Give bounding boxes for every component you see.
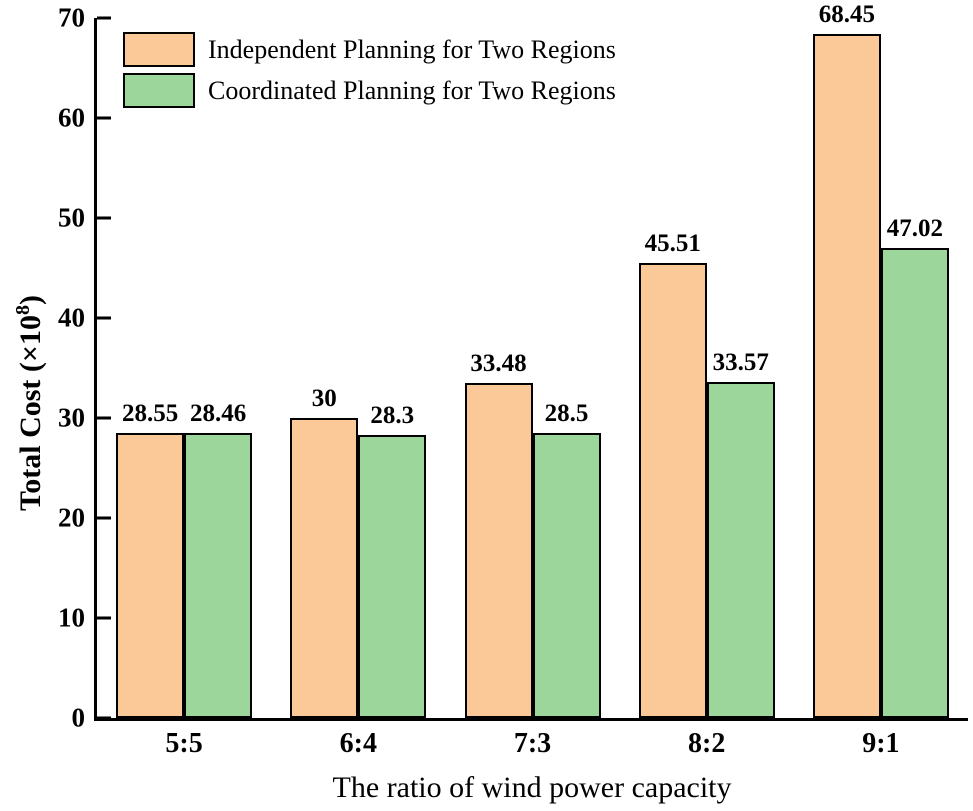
bar-value-label: 47.02 [886,214,944,242]
bar-value-label: 28.3 [370,402,415,429]
bar-independent-6-4 [290,418,359,718]
y-tick-mark [97,516,111,520]
bar-independent-8-2 [638,262,707,718]
y-tick-label: 60 [58,102,85,133]
x-category-label: 5:5 [165,728,203,759]
legend-swatch-coordinated [123,73,195,108]
y-tick-mark [97,416,111,420]
y-tick-label: 20 [58,502,85,533]
bar-value-label: 28.55 [121,399,179,427]
bar-value-label: 45.51 [644,229,701,257]
x-axis-title: The ratio of wind power capacity [332,771,732,804]
x-category-label: 6:4 [339,728,377,759]
bar-value-label: 33.57 [712,349,769,377]
y-tick-mark [97,116,111,120]
x-axis-spine [94,718,968,721]
bar-independent-5-5 [116,432,185,718]
y-axis-title-superscript: 8 [12,305,34,315]
bar-coordinated-7-3 [532,433,601,718]
y-tick-label: 70 [58,2,85,33]
y-tick-label: 0 [71,702,86,733]
bar-coordinated-5-5 [184,433,253,718]
bar-value-label: 28.5 [544,400,589,427]
x-category-label: 8:2 [688,728,726,759]
bar-independent-9-1 [812,33,881,718]
y-tick-mark [97,216,111,220]
y-tick-mark [97,716,111,720]
bar-coordinated-8-2 [706,382,775,718]
legend-label-coordinated: Coordinated Planning for Two Regions [208,75,616,105]
y-axis-title: Total Cost (×108) [12,295,48,511]
legend-swatch-independent [123,32,195,67]
bar-independent-7-3 [464,383,533,718]
x-category-label: 9:1 [862,728,900,759]
y-tick-mark [97,616,111,620]
bar-coordinated-6-4 [358,435,427,718]
y-tick-mark [97,316,111,320]
y-tick-mark [97,16,111,20]
y-axis-spine [94,18,97,718]
legend: Independent Planning for Two Regions Coo… [123,32,616,108]
plot-area: 0 10 20 30 40 50 60 70 5:5 6:4 7:3 8:2 9:1 28.55 30 3… [58,2,968,758]
legend-label-independent: Independent Planning for Two Regions [208,34,616,64]
bar-value-label: 68.45 [818,0,876,28]
y-axis-title-close: ) [14,295,47,305]
x-category-label: 7:3 [513,728,552,759]
bar-coordinated-9-1 [880,247,949,718]
bar-value-label: 30 [311,385,337,412]
y-tick-label: 30 [58,402,85,433]
y-tick-label: 40 [58,302,85,333]
y-tick-label: 10 [58,602,85,633]
legend-item-independent: Independent Planning for Two Regions [123,32,616,67]
y-axis-title-text: Total Cost (×10 [14,315,47,511]
y-tick-label: 50 [58,202,85,233]
bar-value-label: 28.46 [189,400,247,428]
legend-item-coordinated: Coordinated Planning for Two Regions [123,73,616,108]
bar-value-label: 33.48 [470,350,527,378]
